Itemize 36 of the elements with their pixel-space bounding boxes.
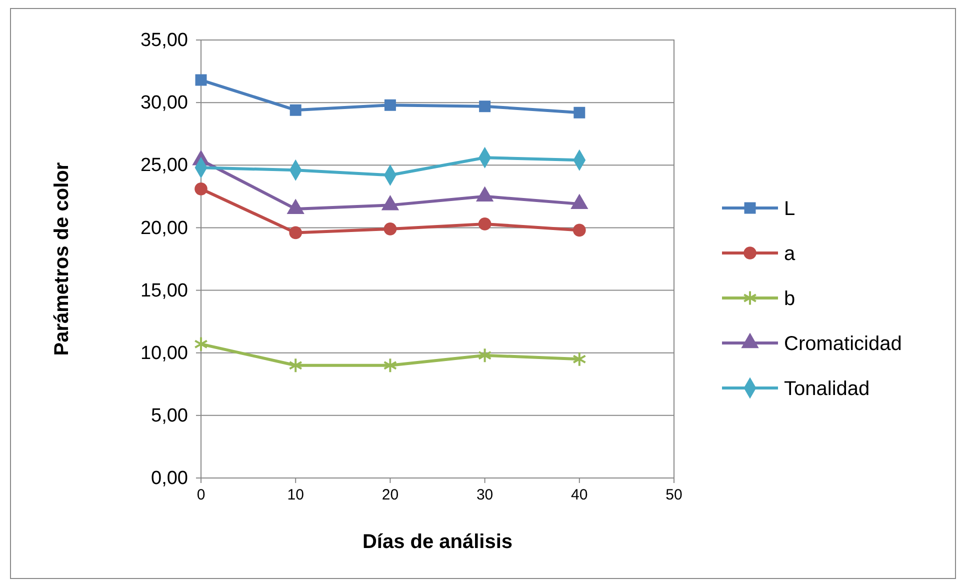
point (288, 358, 302, 374)
point (479, 100, 491, 112)
point (194, 336, 208, 352)
y-tick-label: 25,00 (140, 155, 188, 176)
point (194, 182, 208, 196)
x-tick-label: 30 (476, 486, 494, 504)
y-tick-label: 0,00 (151, 468, 188, 490)
y-tick-label: 5,00 (151, 406, 188, 427)
point (478, 218, 492, 230)
point (572, 224, 586, 237)
x-tick-label: 20 (382, 486, 399, 504)
point (384, 99, 396, 111)
y-tick-label: 15,00 (140, 280, 188, 302)
y-tick-label: 35,00 (140, 30, 188, 52)
point (478, 348, 492, 364)
point (384, 222, 397, 236)
point (383, 358, 398, 374)
x-tick-label: 40 (571, 486, 588, 504)
point (572, 351, 586, 367)
x-tick-label: 0 (196, 486, 206, 504)
point (290, 104, 302, 116)
y-tick-label: 10,00 (140, 342, 188, 364)
x-tick-label: 10 (287, 486, 304, 504)
point (195, 74, 207, 86)
y-tick-label: 30,00 (140, 92, 188, 114)
legend-label: Tonalidad (784, 378, 870, 400)
point (289, 226, 302, 240)
y-axis-title: Parámetros de color (51, 162, 73, 356)
legend-label: Cromaticidad (784, 333, 902, 355)
point (574, 106, 586, 118)
legend-label: a (784, 243, 796, 265)
legend-label: L (784, 198, 796, 220)
legend-label: b (784, 288, 796, 310)
x-tick-label: 50 (666, 486, 682, 504)
x-axis-title: Días de análisis (362, 531, 513, 553)
y-tick-label: 20,00 (140, 218, 188, 239)
